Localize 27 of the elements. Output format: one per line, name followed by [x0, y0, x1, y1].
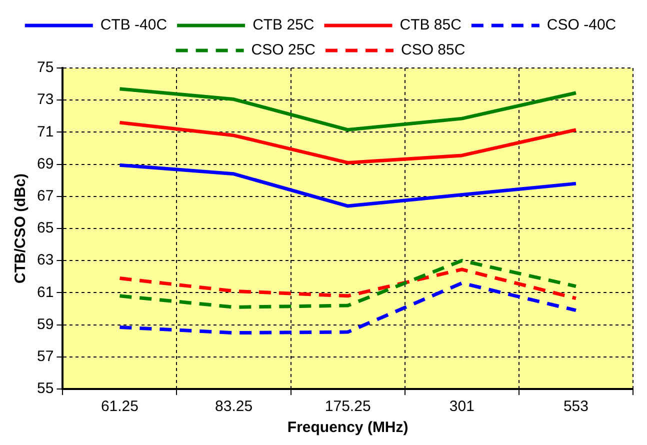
- y-tick-label: 63: [36, 252, 54, 269]
- x-tick-label: 175.25: [324, 398, 371, 416]
- y-tick-label: 65: [36, 220, 54, 237]
- y-tick-label: 59: [36, 316, 54, 333]
- y-tick-label: 69: [36, 155, 54, 172]
- x-axis-title: Frequency (MHz): [287, 419, 408, 436]
- y-tick-label: 67: [36, 188, 54, 205]
- y-tick-label: 75: [36, 59, 54, 76]
- legend-label: CSO 85C: [401, 42, 466, 59]
- legend-label: CSO -40C: [546, 16, 616, 34]
- x-tick-label: 61.25: [100, 398, 138, 416]
- legend-label: CTB 25C: [252, 16, 314, 34]
- legend-label: CTB 85C: [400, 16, 462, 34]
- y-tick-label: 55: [36, 380, 54, 398]
- y-tick-label: 61: [36, 284, 54, 301]
- y-tick-label: 57: [36, 348, 54, 366]
- y-axis-title: CTB/CSO (dBc): [12, 174, 30, 284]
- legend-label: CSO 25C: [251, 42, 316, 59]
- x-tick-label: 301: [449, 398, 474, 416]
- line-series: [118, 258, 578, 309]
- legend-label: CTB -40C: [100, 16, 168, 34]
- x-tick-label: 553: [563, 398, 588, 416]
- line-series: [118, 268, 578, 300]
- line-series: [118, 281, 578, 335]
- y-tick-label: 73: [36, 91, 54, 108]
- y-tick-label: 71: [36, 123, 54, 140]
- x-tick-label: 83.25: [215, 398, 253, 416]
